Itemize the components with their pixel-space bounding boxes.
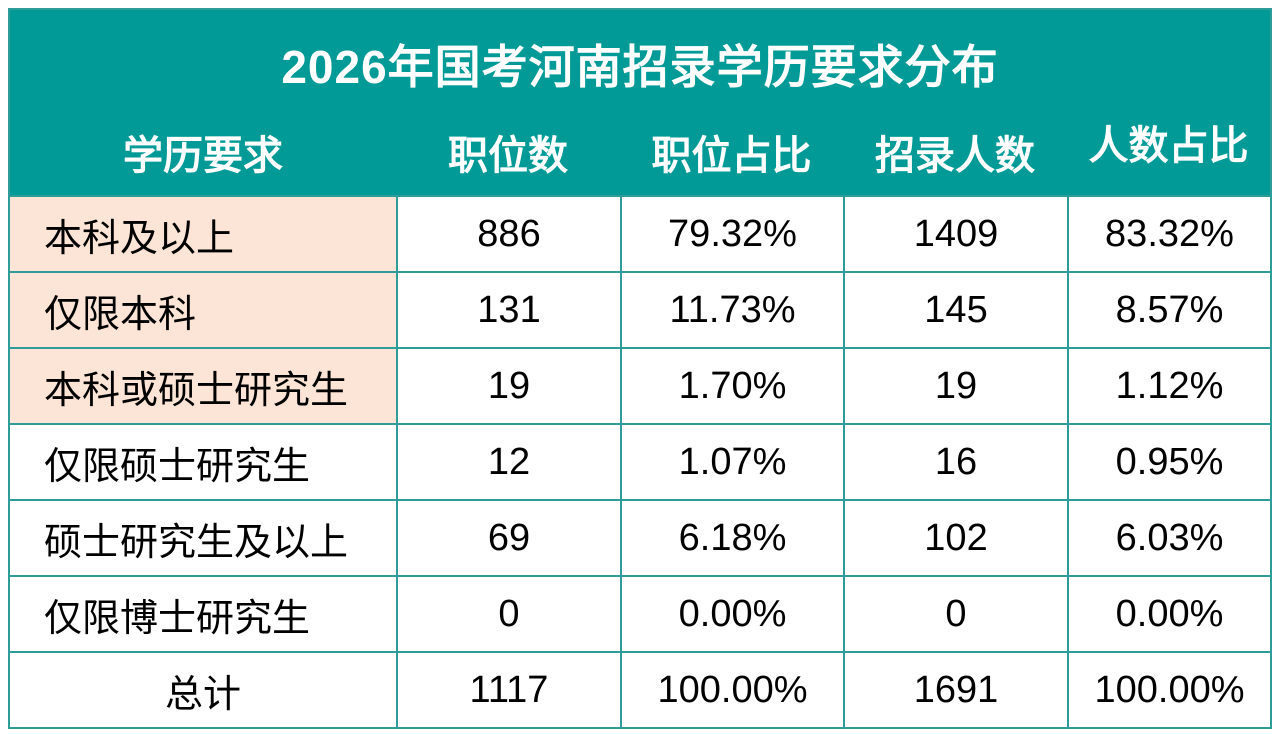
table-row: 仅限硕士研究生 12 1.07% 16 0.95% — [10, 423, 1270, 499]
cell-recruit-pct: 0.95% — [1067, 425, 1270, 499]
table-title: 2026年国考河南招录学历要求分布 — [281, 41, 999, 93]
table-row: 硕士研究生及以上 69 6.18% 102 6.03% — [10, 499, 1270, 575]
cell-positions: 0 — [396, 577, 620, 651]
cell-positions: 886 — [396, 197, 620, 271]
table-header: 2026年国考河南招录学历要求分布 学历要求 职位数 职位占比 招录人数 人数占… — [10, 10, 1270, 195]
column-header-row: 学历要求 职位数 职位占比 招录人数 人数占比 — [10, 118, 1270, 195]
cell-recruit-pct: 83.32% — [1067, 197, 1270, 271]
cell-recruit-pct: 100.00% — [1067, 653, 1270, 727]
cell-position-pct: 0.00% — [620, 577, 843, 651]
cell-positions: 19 — [396, 349, 620, 423]
column-header-education: 学历要求 — [10, 118, 396, 195]
cell-recruits: 145 — [843, 273, 1067, 347]
table-row: 本科或硕士研究生 19 1.70% 19 1.12% — [10, 347, 1270, 423]
cell-position-pct: 11.73% — [620, 273, 843, 347]
cell-education-requirement: 仅限硕士研究生 — [10, 425, 396, 499]
cell-education-requirement: 硕士研究生及以上 — [10, 501, 396, 575]
column-header-position-pct: 职位占比 — [620, 118, 843, 195]
cell-recruit-pct: 6.03% — [1067, 501, 1270, 575]
table-row: 本科及以上 886 79.32% 1409 83.32% — [10, 195, 1270, 271]
cell-recruits: 16 — [843, 425, 1067, 499]
cell-education-requirement: 本科或硕士研究生 — [10, 349, 396, 423]
cell-position-pct: 1.07% — [620, 425, 843, 499]
cell-education-requirement: 仅限本科 — [10, 273, 396, 347]
column-header-label: 人数占比 — [1088, 123, 1249, 168]
column-header-recruit-pct: 人数占比 — [1067, 118, 1270, 195]
cell-recruits: 1409 — [843, 197, 1067, 271]
cell-recruits: 102 — [843, 501, 1067, 575]
education-requirement-table: 2026年国考河南招录学历要求分布 学历要求 职位数 职位占比 招录人数 人数占… — [8, 8, 1272, 729]
cell-positions: 131 — [396, 273, 620, 347]
cell-positions: 1117 — [396, 653, 620, 727]
column-header-label: 职位占比 — [651, 133, 812, 178]
cell-recruit-pct: 8.57% — [1067, 273, 1270, 347]
cell-recruit-pct: 1.12% — [1067, 349, 1270, 423]
cell-position-pct: 100.00% — [620, 653, 843, 727]
cell-position-pct: 1.70% — [620, 349, 843, 423]
table-row-total: 总计 1117 100.00% 1691 100.00% — [10, 651, 1270, 727]
column-header-label: 职位数 — [448, 133, 568, 178]
column-header-label: 学历要求 — [123, 133, 283, 178]
column-header-label: 招录人数 — [875, 133, 1035, 178]
cell-recruits: 1691 — [843, 653, 1067, 727]
cell-education-requirement: 本科及以上 — [10, 197, 396, 271]
cell-recruits: 0 — [843, 577, 1067, 651]
cell-recruit-pct: 0.00% — [1067, 577, 1270, 651]
table-row: 仅限本科 131 11.73% 145 8.57% — [10, 271, 1270, 347]
cell-education-requirement: 仅限博士研究生 — [10, 577, 396, 651]
cell-total-label: 总计 — [10, 653, 396, 727]
column-header-recruits: 招录人数 — [843, 118, 1067, 195]
cell-position-pct: 79.32% — [620, 197, 843, 271]
cell-position-pct: 6.18% — [620, 501, 843, 575]
table-row: 仅限博士研究生 0 0.00% 0 0.00% — [10, 575, 1270, 651]
column-header-positions: 职位数 — [396, 118, 620, 195]
cell-recruits: 19 — [843, 349, 1067, 423]
cell-positions: 12 — [396, 425, 620, 499]
table-body: 本科及以上 886 79.32% 1409 83.32% 仅限本科 131 11… — [10, 195, 1270, 727]
cell-positions: 69 — [396, 501, 620, 575]
